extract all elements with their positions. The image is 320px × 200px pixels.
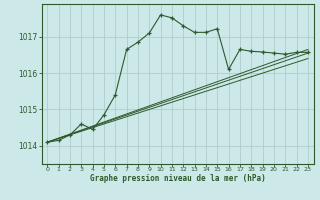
X-axis label: Graphe pression niveau de la mer (hPa): Graphe pression niveau de la mer (hPa) bbox=[90, 174, 266, 183]
